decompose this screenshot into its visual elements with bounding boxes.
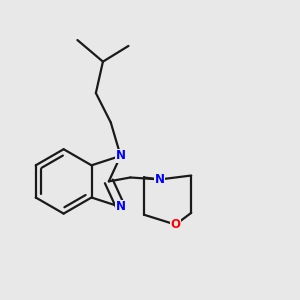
Text: O: O <box>171 218 181 231</box>
Text: N: N <box>116 149 126 162</box>
Text: N: N <box>116 200 126 214</box>
Text: N: N <box>155 173 165 186</box>
